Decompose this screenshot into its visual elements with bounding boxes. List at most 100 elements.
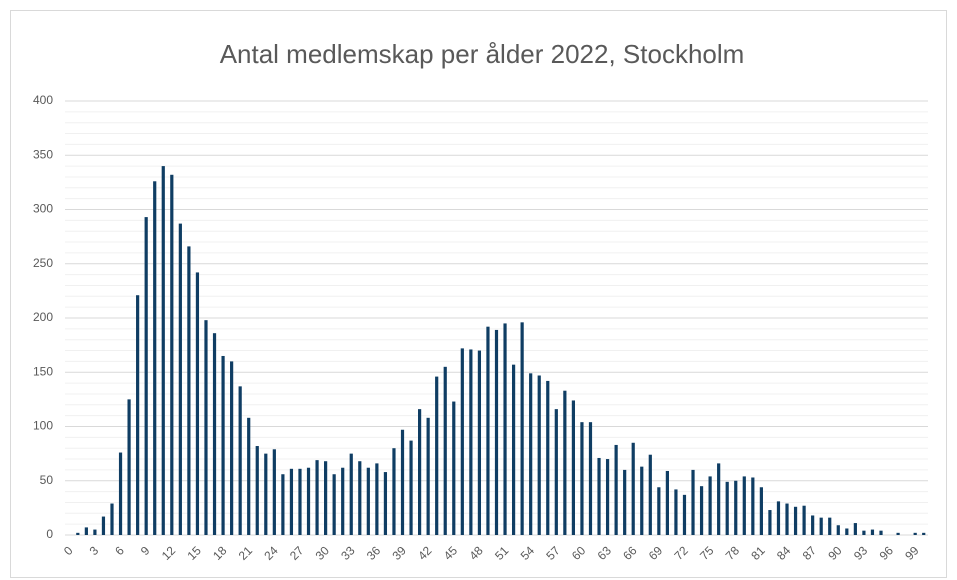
bar: [665, 470, 669, 535]
y-tick-label: 250: [33, 256, 53, 270]
bar: [640, 466, 644, 535]
bar: [819, 517, 823, 535]
y-tick-label: 100: [33, 419, 53, 433]
bar: [503, 323, 507, 535]
bar: [793, 506, 798, 535]
bar: [358, 461, 362, 535]
bar: [811, 515, 815, 535]
bar: [426, 417, 430, 535]
bar: [315, 460, 319, 535]
bar: [477, 350, 482, 535]
bar: [913, 532, 917, 535]
bar: [221, 355, 225, 535]
bar: [375, 463, 379, 535]
bar: [281, 474, 285, 535]
y-tick-label: 400: [33, 93, 53, 107]
bar: [187, 246, 191, 535]
y-tick-label: 0: [46, 527, 53, 541]
y-tick-label: 200: [33, 310, 53, 324]
bar: [84, 527, 88, 535]
bar: [306, 467, 311, 535]
bar: [759, 487, 763, 535]
bar: [691, 469, 695, 535]
bar: [605, 459, 610, 535]
bar: [255, 446, 259, 535]
bar: [212, 333, 217, 535]
bar: [511, 364, 516, 535]
bar: [153, 181, 157, 536]
bar: [272, 449, 276, 535]
y-tick-label: 300: [33, 202, 53, 216]
bar: [417, 409, 422, 535]
bar: [768, 510, 772, 535]
bar: [366, 467, 370, 535]
bar: [588, 422, 593, 535]
bar: [443, 366, 447, 535]
bar: [631, 442, 635, 535]
y-tick-label: 150: [33, 364, 53, 378]
bar: [101, 516, 106, 535]
bar: [324, 461, 328, 535]
bar: [785, 503, 789, 535]
chart-title: Antal medlemskap per ålder 2022, Stockho…: [220, 39, 745, 69]
bar: [614, 444, 618, 535]
bar: [554, 409, 558, 535]
bar: [682, 494, 687, 535]
bar: [648, 454, 652, 535]
bar: [161, 166, 165, 535]
bar: [332, 474, 336, 535]
bar: [76, 532, 80, 535]
bar: [238, 386, 242, 535]
bar: [400, 429, 405, 535]
bar: [879, 530, 883, 535]
bar: [383, 472, 388, 535]
bar: [725, 481, 729, 535]
bar: [486, 326, 490, 535]
bar: [136, 295, 140, 535]
bar: [674, 489, 678, 535]
bar: [597, 457, 601, 535]
bar: [349, 453, 353, 535]
bar: [717, 463, 721, 535]
bar: [802, 505, 806, 535]
bar: [623, 469, 627, 535]
bar: [699, 486, 704, 535]
bar: [896, 532, 900, 535]
bar: [580, 422, 584, 535]
bar: [537, 375, 541, 535]
bar: [230, 361, 234, 535]
bar: [298, 468, 302, 535]
bar: [118, 452, 123, 535]
bar: [204, 320, 208, 535]
bar: [742, 476, 746, 535]
bar: [460, 348, 464, 535]
bar: [469, 349, 473, 535]
bar: [751, 477, 755, 535]
bar: [494, 329, 499, 535]
y-tick-label: 350: [33, 147, 53, 161]
bar: [247, 417, 251, 535]
bar: [836, 525, 840, 535]
bar: [409, 440, 413, 535]
bar: [853, 523, 857, 535]
bar: [828, 517, 832, 535]
bar: [144, 217, 148, 535]
bar: [289, 468, 294, 535]
bar: [708, 476, 712, 535]
bar: [845, 528, 849, 535]
bar: [178, 223, 182, 536]
bar: [862, 530, 866, 535]
bar: [435, 376, 439, 535]
bar: [529, 373, 533, 535]
bar: [520, 322, 524, 535]
bar: [546, 380, 550, 535]
y-tick-label: 50: [40, 473, 54, 487]
bar: [563, 390, 567, 535]
bar: [776, 501, 781, 535]
bar: [392, 448, 396, 535]
bar: [110, 503, 114, 535]
bar: [341, 467, 345, 535]
bar: [195, 272, 200, 535]
bar: [734, 480, 738, 535]
